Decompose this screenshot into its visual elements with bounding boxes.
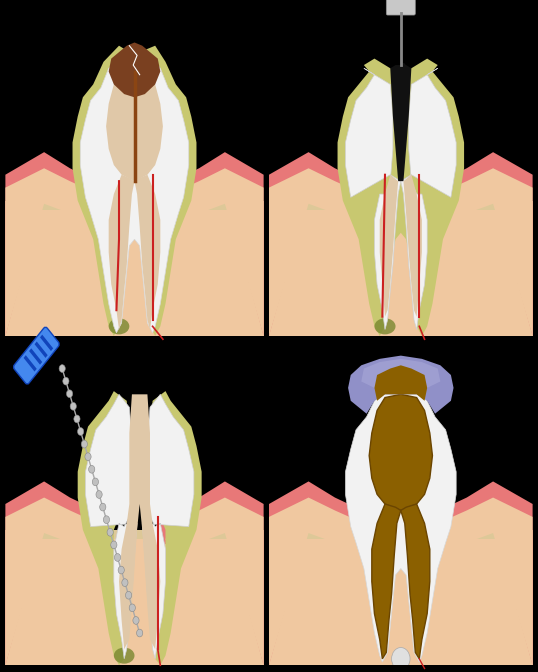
Polygon shape bbox=[109, 42, 160, 97]
Polygon shape bbox=[142, 394, 194, 659]
Polygon shape bbox=[119, 394, 160, 649]
Polygon shape bbox=[80, 55, 189, 333]
Circle shape bbox=[133, 616, 139, 624]
Circle shape bbox=[74, 415, 80, 423]
Polygon shape bbox=[5, 152, 114, 336]
Circle shape bbox=[103, 516, 110, 523]
FancyBboxPatch shape bbox=[386, 0, 415, 15]
Bar bbox=[269, 210, 533, 336]
Polygon shape bbox=[345, 388, 456, 662]
Polygon shape bbox=[362, 359, 440, 388]
Polygon shape bbox=[269, 152, 380, 336]
Polygon shape bbox=[369, 394, 433, 511]
Polygon shape bbox=[109, 175, 134, 329]
Polygon shape bbox=[380, 175, 398, 317]
Bar bbox=[34, 341, 48, 358]
Polygon shape bbox=[5, 168, 103, 336]
Circle shape bbox=[100, 503, 106, 511]
Polygon shape bbox=[348, 355, 454, 414]
Polygon shape bbox=[433, 497, 533, 665]
Circle shape bbox=[111, 541, 117, 549]
Polygon shape bbox=[5, 481, 114, 665]
Polygon shape bbox=[106, 69, 163, 181]
Polygon shape bbox=[86, 394, 137, 659]
Bar bbox=[29, 348, 42, 365]
Polygon shape bbox=[5, 497, 103, 665]
FancyBboxPatch shape bbox=[13, 327, 59, 384]
Polygon shape bbox=[269, 168, 369, 336]
Bar bbox=[5, 540, 264, 665]
Polygon shape bbox=[269, 481, 380, 665]
Circle shape bbox=[70, 403, 76, 410]
Circle shape bbox=[115, 554, 121, 561]
Circle shape bbox=[96, 491, 102, 499]
Circle shape bbox=[137, 629, 143, 637]
Circle shape bbox=[107, 528, 114, 536]
Polygon shape bbox=[77, 391, 129, 665]
Circle shape bbox=[129, 604, 136, 612]
Polygon shape bbox=[401, 504, 430, 659]
Circle shape bbox=[93, 478, 98, 486]
Polygon shape bbox=[401, 69, 456, 329]
Circle shape bbox=[118, 566, 124, 574]
Circle shape bbox=[77, 427, 84, 435]
Polygon shape bbox=[433, 168, 533, 336]
Polygon shape bbox=[134, 175, 160, 329]
Polygon shape bbox=[422, 481, 533, 665]
Circle shape bbox=[392, 648, 410, 670]
Bar bbox=[269, 540, 533, 665]
Bar bbox=[5, 210, 264, 336]
Polygon shape bbox=[390, 65, 412, 181]
Polygon shape bbox=[422, 152, 533, 336]
Circle shape bbox=[59, 365, 65, 372]
Circle shape bbox=[85, 453, 91, 460]
Ellipse shape bbox=[109, 319, 129, 335]
Polygon shape bbox=[404, 175, 422, 317]
Circle shape bbox=[89, 466, 95, 473]
Ellipse shape bbox=[114, 648, 134, 664]
Ellipse shape bbox=[374, 319, 395, 335]
Bar bbox=[269, 530, 533, 665]
Polygon shape bbox=[166, 497, 264, 665]
Bar bbox=[5, 530, 264, 665]
Circle shape bbox=[67, 390, 73, 398]
Bar bbox=[24, 355, 37, 372]
Circle shape bbox=[125, 591, 132, 599]
Bar bbox=[269, 200, 533, 336]
Circle shape bbox=[81, 440, 88, 448]
Polygon shape bbox=[374, 366, 427, 401]
Polygon shape bbox=[155, 152, 264, 336]
Polygon shape bbox=[166, 168, 264, 336]
Polygon shape bbox=[269, 497, 369, 665]
Polygon shape bbox=[337, 58, 464, 336]
Polygon shape bbox=[73, 46, 196, 336]
Bar bbox=[5, 200, 264, 336]
Polygon shape bbox=[155, 481, 264, 665]
Polygon shape bbox=[345, 69, 401, 329]
Circle shape bbox=[63, 377, 69, 385]
Polygon shape bbox=[150, 391, 202, 665]
Polygon shape bbox=[372, 504, 401, 659]
Circle shape bbox=[122, 579, 128, 587]
Bar bbox=[40, 335, 53, 351]
